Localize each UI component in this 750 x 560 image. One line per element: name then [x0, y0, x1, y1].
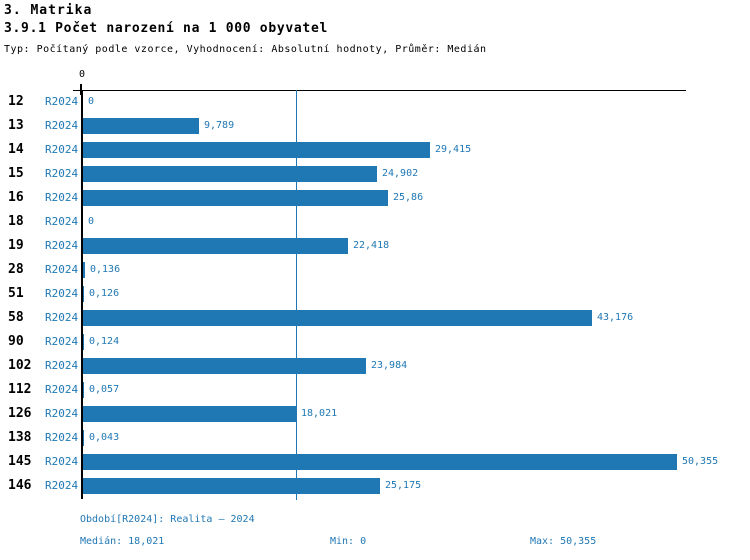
bar — [83, 238, 348, 254]
bar-value-label: 0,126 — [89, 288, 120, 299]
bar — [83, 118, 199, 134]
row-id-label: 138 — [8, 430, 32, 445]
bar-value-label: 29,415 — [435, 144, 472, 155]
chart-row: 14 R2024 29,415 — [0, 138, 750, 162]
bar-value-label: 0,043 — [89, 432, 120, 443]
x-axis-line — [73, 90, 686, 91]
bar-value-label: 0 — [88, 216, 95, 227]
bar — [83, 406, 296, 422]
bar — [83, 334, 84, 350]
period-label: Období[R2024]: Realita – 2024 — [80, 514, 255, 525]
row-id-label: 14 — [8, 142, 24, 157]
row-id-label: 19 — [8, 238, 24, 253]
bar — [83, 262, 85, 278]
bar — [83, 454, 677, 470]
median-stat: Medián: 18,021 — [80, 536, 165, 547]
series-period-label: R2024 — [45, 119, 79, 132]
bar-value-label: 0,136 — [90, 264, 121, 275]
bar — [83, 382, 84, 398]
series-period-label: R2024 — [45, 191, 79, 204]
bar — [83, 286, 84, 302]
series-period-label: R2024 — [45, 407, 79, 420]
series-period-label: R2024 — [45, 455, 79, 468]
row-id-label: 112 — [8, 382, 32, 397]
chart-row: 145 R2024 50,355 — [0, 450, 750, 474]
bar-value-label: 25,175 — [385, 480, 422, 491]
row-id-label: 90 — [8, 334, 24, 349]
series-period-label: R2024 — [45, 95, 79, 108]
series-period-label: R2024 — [45, 239, 79, 252]
row-id-label: 58 — [8, 310, 24, 325]
bar-value-label: 0,057 — [89, 384, 120, 395]
chart-row: 90 R2024 0,124 — [0, 330, 750, 354]
bar-value-label: 0,124 — [89, 336, 120, 347]
chart-meta: Typ: Počítaný podle vzorce, Vyhodnocení:… — [4, 44, 487, 55]
row-id-label: 102 — [8, 358, 32, 373]
chart-row: 102 R2024 23,984 — [0, 354, 750, 378]
bar — [83, 190, 388, 206]
series-period-label: R2024 — [45, 287, 79, 300]
chart-row: 13 R2024 9,789 — [0, 114, 750, 138]
row-id-label: 126 — [8, 406, 32, 421]
row-id-label: 146 — [8, 478, 32, 493]
chart-row: 58 R2024 43,176 — [0, 306, 750, 330]
bar-value-label: 25,86 — [393, 192, 424, 203]
chart-row: 15 R2024 24,902 — [0, 162, 750, 186]
row-id-label: 145 — [8, 454, 32, 469]
chart-row: 16 R2024 25,86 — [0, 186, 750, 210]
chart-row: 138 R2024 0,043 — [0, 426, 750, 450]
series-period-label: R2024 — [45, 263, 79, 276]
bar-value-label: 22,418 — [353, 240, 390, 251]
chart-row: 126 R2024 18,021 — [0, 402, 750, 426]
series-period-label: R2024 — [45, 143, 79, 156]
series-period-label: R2024 — [45, 335, 79, 348]
row-id-label: 16 — [8, 190, 24, 205]
min-stat: Min: 0 — [330, 536, 367, 547]
chart-row: 112 R2024 0,057 — [0, 378, 750, 402]
chart-title: 3.9.1 Počet narození na 1 000 obyvatel — [4, 21, 329, 36]
axis-tick-mark — [80, 84, 82, 95]
bar-value-label: 9,789 — [204, 120, 235, 131]
chart-row: 18 R2024 0 — [0, 210, 750, 234]
bar — [83, 430, 84, 446]
row-id-label: 12 — [8, 94, 24, 109]
chart-row: 19 R2024 22,418 — [0, 234, 750, 258]
row-id-label: 15 — [8, 166, 24, 181]
row-id-label: 28 — [8, 262, 24, 277]
series-period-label: R2024 — [45, 167, 79, 180]
bar-value-label: 50,355 — [682, 456, 719, 467]
bar — [83, 142, 430, 158]
chart-row: 12 R2024 0 — [0, 90, 750, 114]
chart-row: 51 R2024 0,126 — [0, 282, 750, 306]
bar-value-label: 24,902 — [382, 168, 419, 179]
series-period-label: R2024 — [45, 383, 79, 396]
bar — [83, 478, 380, 494]
bar-value-label: 18,021 — [301, 408, 338, 419]
series-period-label: R2024 — [45, 311, 79, 324]
series-period-label: R2024 — [45, 479, 79, 492]
max-stat: Max: 50,355 — [530, 536, 597, 547]
row-id-label: 51 — [8, 286, 24, 301]
row-id-label: 13 — [8, 118, 24, 133]
series-period-label: R2024 — [45, 359, 79, 372]
bar-value-label: 0 — [88, 96, 95, 107]
bar — [83, 310, 592, 326]
axis-tick-label: 0 — [78, 69, 86, 80]
row-id-label: 18 — [8, 214, 24, 229]
chart-row: 146 R2024 25,175 — [0, 474, 750, 498]
bar — [83, 166, 377, 182]
series-period-label: R2024 — [45, 215, 79, 228]
bar-value-label: 23,984 — [371, 360, 408, 371]
series-period-label: R2024 — [45, 431, 79, 444]
section-title: 3. Matrika — [4, 3, 93, 18]
y-axis-line — [81, 90, 83, 499]
bar — [83, 358, 366, 374]
median-line — [296, 90, 297, 500]
chart-row: 28 R2024 0,136 — [0, 258, 750, 282]
bar-value-label: 43,176 — [597, 312, 634, 323]
